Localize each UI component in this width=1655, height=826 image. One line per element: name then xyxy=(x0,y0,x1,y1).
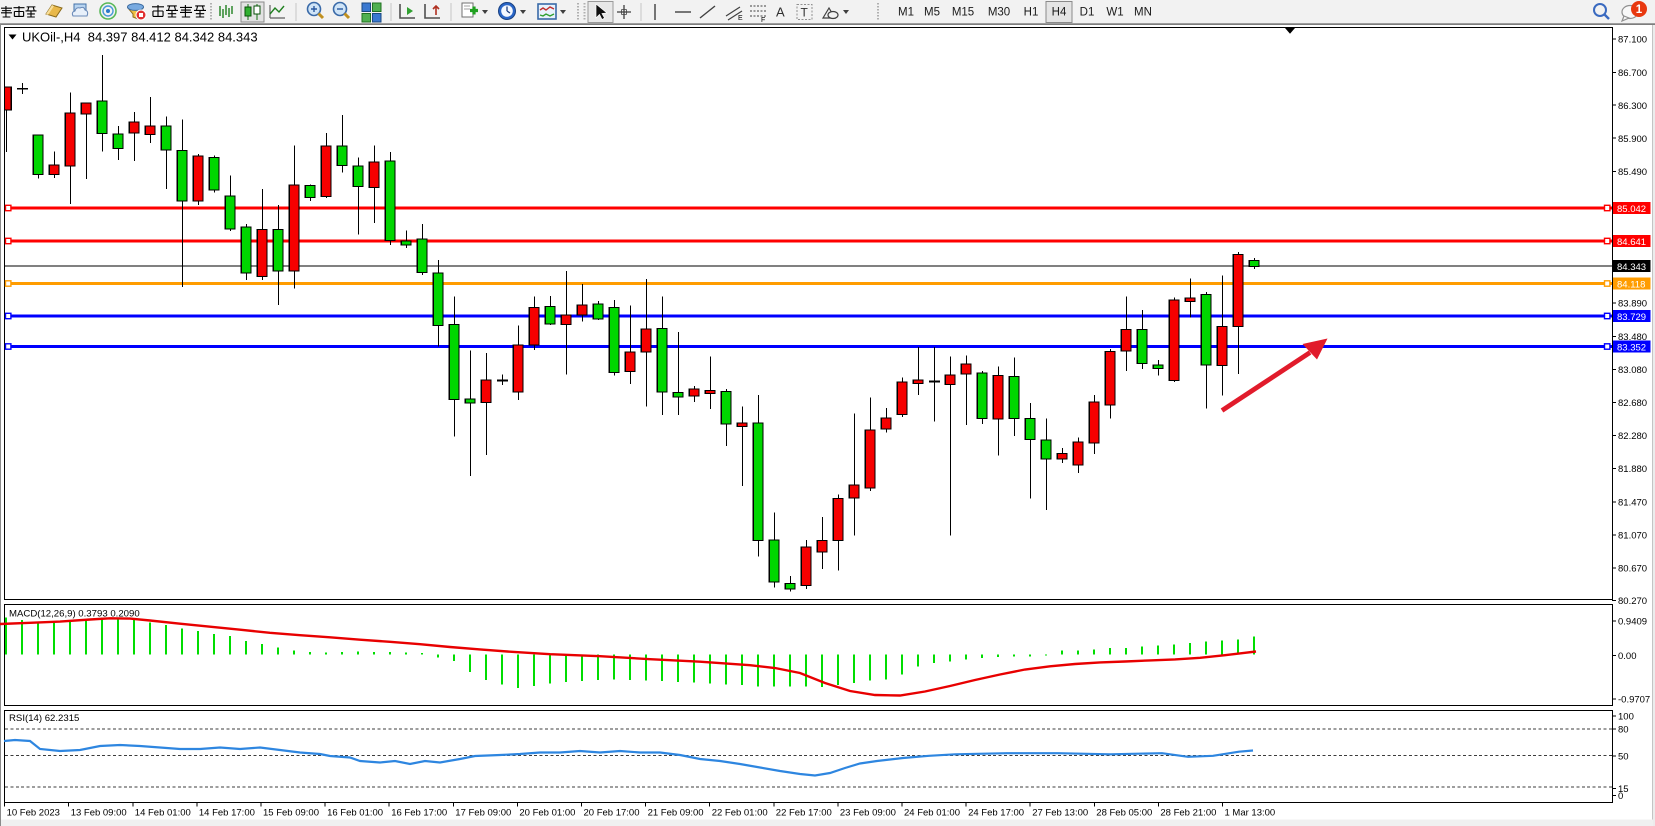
svg-text:83.080: 83.080 xyxy=(1618,365,1647,376)
svg-text:M15: M15 xyxy=(952,7,974,19)
svg-text:F: F xyxy=(761,17,765,24)
svg-text:E: E xyxy=(738,15,743,22)
svg-text:20 Feb 01:00: 20 Feb 01:00 xyxy=(519,808,575,819)
svg-text:22 Feb 01:00: 22 Feb 01:00 xyxy=(712,808,768,819)
svg-text:83.729: 83.729 xyxy=(1617,312,1646,323)
svg-text:24 Feb 17:00: 24 Feb 17:00 xyxy=(968,808,1024,819)
svg-text:MACD(12,26,9) 0.3793 0.2090: MACD(12,26,9) 0.3793 0.2090 xyxy=(9,609,140,620)
svg-text:80.270: 80.270 xyxy=(1618,596,1647,607)
svg-text:15: 15 xyxy=(1618,784,1629,795)
svg-text:50: 50 xyxy=(1618,752,1629,763)
svg-text:M1: M1 xyxy=(898,7,914,19)
svg-text:14 Feb 01:00: 14 Feb 01:00 xyxy=(135,808,191,819)
svg-text:86.300: 86.300 xyxy=(1618,101,1647,112)
svg-text:D1: D1 xyxy=(1080,7,1095,19)
svg-text:85.900: 85.900 xyxy=(1618,134,1647,145)
svg-text:H1: H1 xyxy=(1024,7,1039,19)
svg-text:81.470: 81.470 xyxy=(1618,498,1647,509)
svg-text:0: 0 xyxy=(1618,791,1623,802)
svg-text:UKOil-,H4 84.397 84.412 84.34: UKOil-,H4 84.397 84.412 84.342 84.343 xyxy=(22,30,258,45)
svg-text:15 Feb 09:00: 15 Feb 09:00 xyxy=(263,808,319,819)
svg-text:16 Feb 17:00: 16 Feb 17:00 xyxy=(391,808,447,819)
svg-text:85.490: 85.490 xyxy=(1618,167,1647,178)
svg-text:A: A xyxy=(776,5,785,20)
svg-text:28 Feb 21:00: 28 Feb 21:00 xyxy=(1160,808,1216,819)
svg-text:14 Feb 17:00: 14 Feb 17:00 xyxy=(199,808,255,819)
svg-text:13 Feb 09:00: 13 Feb 09:00 xyxy=(71,808,127,819)
svg-text:24 Feb 01:00: 24 Feb 01:00 xyxy=(904,808,960,819)
svg-text:86.700: 86.700 xyxy=(1618,68,1647,79)
svg-text:10 Feb 2023: 10 Feb 2023 xyxy=(7,808,60,819)
svg-text:82.680: 82.680 xyxy=(1618,398,1647,409)
svg-text:80: 80 xyxy=(1618,725,1629,736)
svg-text:84.641: 84.641 xyxy=(1617,237,1646,248)
svg-text:16 Feb 01:00: 16 Feb 01:00 xyxy=(327,808,383,819)
svg-text:28 Feb 05:00: 28 Feb 05:00 xyxy=(1096,808,1152,819)
svg-text:0.00: 0.00 xyxy=(1618,651,1637,662)
svg-text:M5: M5 xyxy=(924,7,940,19)
svg-text:M30: M30 xyxy=(988,7,1010,19)
svg-text:82.280: 82.280 xyxy=(1618,431,1647,442)
svg-text:100: 100 xyxy=(1618,712,1634,723)
svg-text:84.118: 84.118 xyxy=(1617,280,1645,291)
svg-text:81.880: 81.880 xyxy=(1618,464,1647,475)
svg-text:83.352: 83.352 xyxy=(1617,343,1646,354)
svg-text:H4: H4 xyxy=(1052,7,1067,19)
svg-text:80.670: 80.670 xyxy=(1618,564,1647,575)
svg-text:MN: MN xyxy=(1134,7,1152,19)
svg-text:21 Feb 09:00: 21 Feb 09:00 xyxy=(648,808,704,819)
svg-text:RSI(14) 62.2315: RSI(14) 62.2315 xyxy=(9,713,79,724)
svg-text:83.480: 83.480 xyxy=(1618,332,1647,343)
svg-text:20 Feb 17:00: 20 Feb 17:00 xyxy=(584,808,640,819)
svg-text:22 Feb 17:00: 22 Feb 17:00 xyxy=(776,808,832,819)
svg-text:81.070: 81.070 xyxy=(1618,531,1647,542)
svg-text:1 Mar 13:00: 1 Mar 13:00 xyxy=(1225,808,1276,819)
svg-text:83.890: 83.890 xyxy=(1618,299,1647,310)
svg-text:W1: W1 xyxy=(1106,7,1123,19)
svg-text:85.042: 85.042 xyxy=(1617,204,1646,215)
svg-text:-0.9707: -0.9707 xyxy=(1618,695,1650,706)
svg-text:17 Feb 09:00: 17 Feb 09:00 xyxy=(455,808,511,819)
svg-text:T: T xyxy=(801,6,809,20)
svg-text:23 Feb 09:00: 23 Feb 09:00 xyxy=(840,808,896,819)
svg-text:87.100: 87.100 xyxy=(1618,35,1647,46)
svg-text:84.343: 84.343 xyxy=(1617,262,1646,273)
svg-text:0.9409: 0.9409 xyxy=(1618,617,1647,628)
svg-text:27 Feb 13:00: 27 Feb 13:00 xyxy=(1032,808,1088,819)
svg-text:1: 1 xyxy=(1636,4,1643,16)
